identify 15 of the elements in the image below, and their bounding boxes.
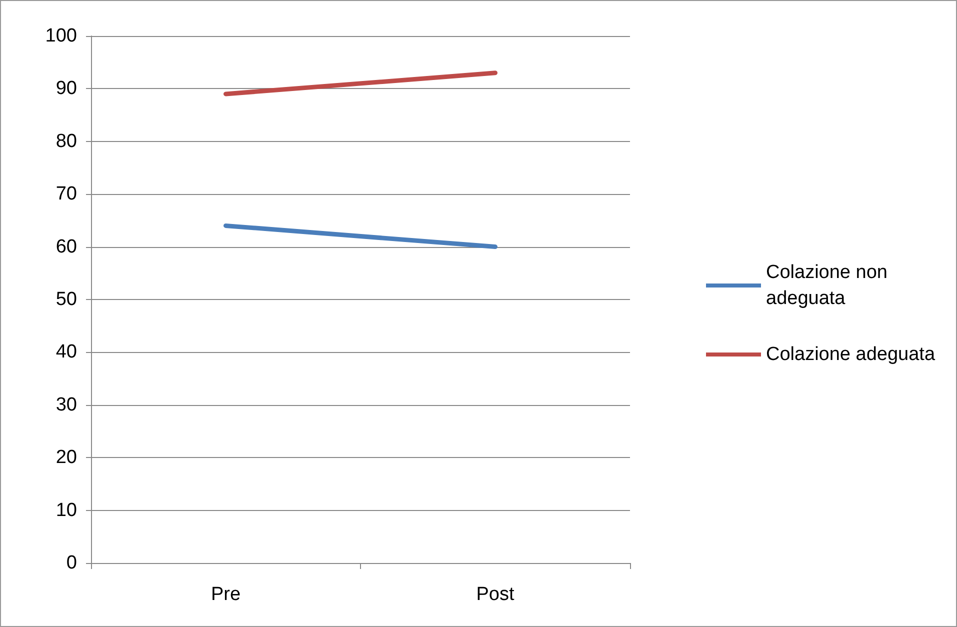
y-tick-label: 100 — [45, 26, 77, 46]
y-tick-label: 80 — [56, 130, 77, 152]
y-tick-label: 30 — [56, 394, 77, 416]
y-tick-label: 70 — [56, 184, 77, 205]
y-tick-label: 50 — [56, 289, 77, 310]
y-tick-label: 10 — [56, 500, 77, 521]
x-tick-label: Pre — [210, 584, 241, 605]
y-tick-label: 90 — [56, 78, 77, 100]
y-tick-label: 20 — [56, 447, 77, 468]
y-tick-label: 40 — [56, 342, 77, 363]
y-tick-label: 0 — [66, 552, 77, 574]
y-tick-label: 60 — [56, 236, 77, 258]
legend-label: Colazione non adeguata — [766, 262, 893, 309]
x-tick-label: Post — [476, 584, 515, 605]
legend-label: Colazione adeguata — [766, 344, 936, 365]
